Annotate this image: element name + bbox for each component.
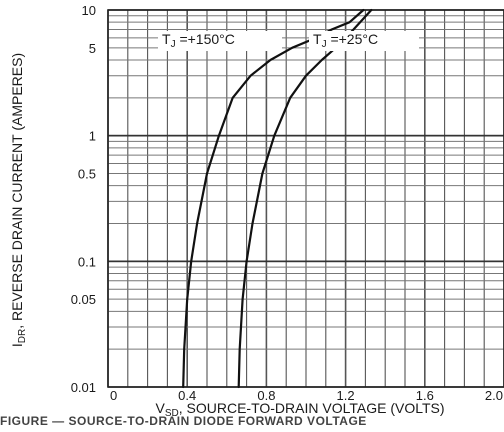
ticks-layer: 10 5 1 0.5 0.1 0.05 0.01 0 0.4 0.8 1.2 1.6 2.0 bbox=[71, 3, 503, 403]
y-tick-label: 1 bbox=[89, 129, 96, 144]
y-tick-label: 5 bbox=[89, 41, 96, 56]
grid bbox=[107, 9, 504, 388]
series-line-tj-150c bbox=[182, 8, 365, 389]
x-tick-label: 1.6 bbox=[416, 388, 434, 403]
legend-layer: TJ =+150°C TJ =+25°C bbox=[158, 31, 419, 51]
x-tick-label: 1.2 bbox=[337, 388, 355, 403]
plot-frame bbox=[107, 9, 504, 388]
legend-label-tj-25c: TJ =+25°C bbox=[313, 31, 378, 50]
legend-label-background bbox=[158, 31, 282, 51]
legend-label-tj-150c: TJ =+150°C bbox=[162, 31, 235, 50]
y-tick-label: 0.1 bbox=[78, 254, 96, 269]
series-layer bbox=[182, 8, 373, 389]
legend-label-background bbox=[309, 31, 419, 51]
x-axis-label: VSD, SOURCE-TO-DRAIN VOLTAGE (VOLTS) bbox=[155, 400, 444, 419]
x-tick-label: 0.4 bbox=[178, 388, 196, 403]
y-tick-label: 0.5 bbox=[78, 166, 96, 181]
x-tick-label: 0.8 bbox=[257, 388, 275, 403]
figure-caption: FIGURE — SOURCE-TO-DRAIN DIODE FORWARD V… bbox=[0, 414, 367, 428]
y-axis-label: IDR, REVERSE DRAIN CURRENT (AMPERES) bbox=[9, 53, 28, 347]
series-line-tj-25c bbox=[237, 8, 373, 389]
y-tick-label: 0.05 bbox=[71, 292, 96, 307]
y-tick-label: 0.01 bbox=[71, 380, 96, 395]
x-tick-label: 0 bbox=[110, 388, 117, 403]
y-tick-label: 10 bbox=[82, 3, 96, 18]
x-tick-label: 2.0 bbox=[485, 388, 503, 403]
